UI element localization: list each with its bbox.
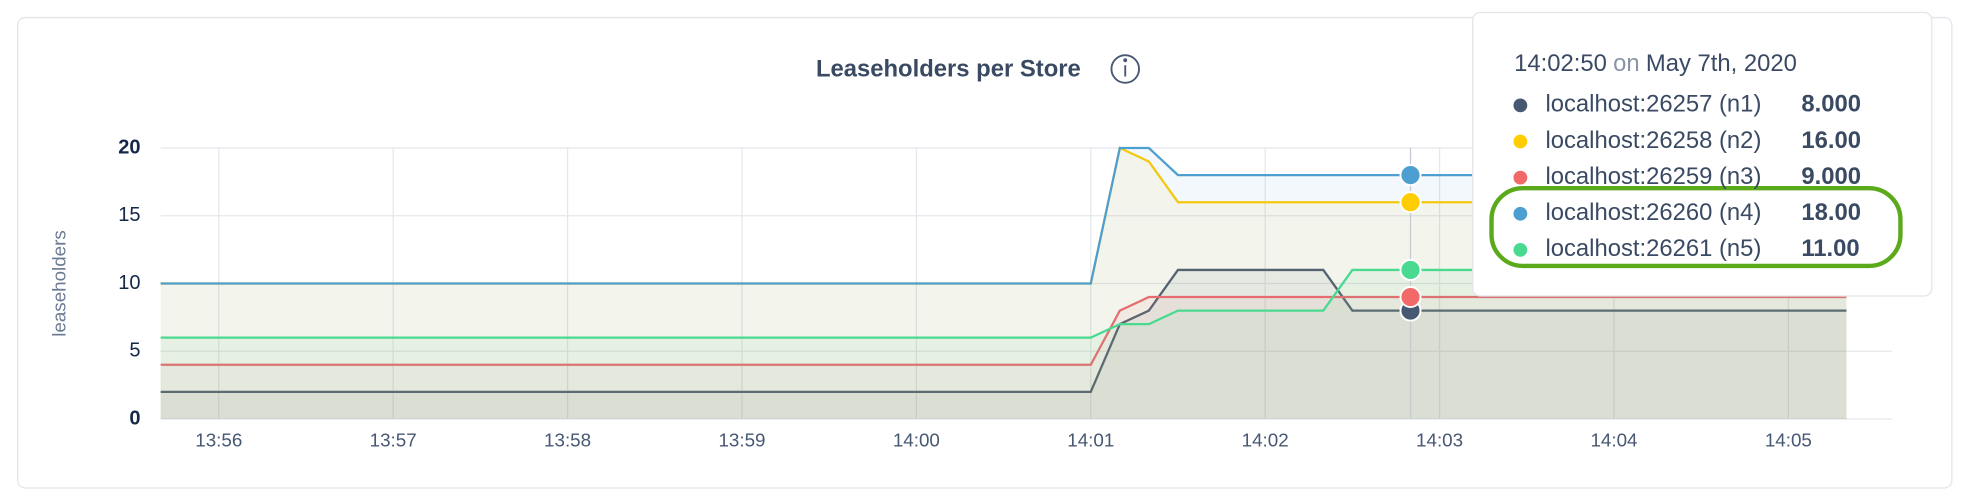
x-tick-label: 14:00 xyxy=(893,430,940,451)
tooltip-header: 14:02:50 on May 7th, 2020 xyxy=(1514,51,1797,78)
legend-swatch xyxy=(1513,206,1528,221)
series-area xyxy=(160,297,1847,419)
legend-swatch xyxy=(1513,98,1528,113)
series-line xyxy=(160,146,1847,285)
legend-swatch xyxy=(1513,134,1528,149)
hover-dot xyxy=(1399,164,1422,187)
x-tick-label: 13:58 xyxy=(544,430,591,451)
x-tick-label: 14:01 xyxy=(1067,430,1114,451)
x-tick-label: 14:02 xyxy=(1242,430,1289,451)
tooltip-on: on xyxy=(1613,51,1640,78)
tooltip-time: 14:02:50 xyxy=(1514,51,1607,78)
y-axis-label: leaseholders xyxy=(48,230,69,337)
series-line xyxy=(160,268,1847,339)
tooltip-value: 11.00 xyxy=(1801,235,1859,262)
x-tick-label: 14:05 xyxy=(1765,430,1812,451)
y-tick-label: 5 xyxy=(129,340,140,362)
legend-label: localhost:26258 (n2) xyxy=(1545,127,1761,154)
highlight xyxy=(1489,185,1903,269)
legend-label: localhost:26260 (n4) xyxy=(1545,199,1761,226)
legend-label: localhost:26261 (n5) xyxy=(1545,235,1761,262)
x-tick-label: 14:03 xyxy=(1416,430,1463,451)
info-icon[interactable] xyxy=(1110,54,1140,84)
x-tick-label: 14:04 xyxy=(1590,430,1637,451)
hover-dot xyxy=(1399,191,1422,214)
legend-swatch xyxy=(1513,242,1528,257)
x-tick-label: 13:56 xyxy=(195,430,242,451)
tooltip-value: 8.000 xyxy=(1801,91,1861,118)
series-line xyxy=(160,295,1847,366)
legend-label: localhost:26257 (n1) xyxy=(1545,91,1761,118)
hover-dot xyxy=(1399,286,1422,309)
tooltip-value: 9.000 xyxy=(1801,163,1861,190)
y-tick-label: 20 xyxy=(118,136,140,158)
legend-swatch xyxy=(1513,170,1528,185)
series-area xyxy=(160,269,1847,419)
chart-title: Leaseholders per Store xyxy=(816,56,1081,83)
y-tick-label: 0 xyxy=(129,407,140,429)
series-line xyxy=(160,268,1847,393)
series-area xyxy=(160,269,1847,419)
y-tick-label: 15 xyxy=(118,204,140,226)
tooltip-date: May 7th, 2020 xyxy=(1646,51,1797,78)
legend-label: localhost:26259 (n3) xyxy=(1545,163,1761,190)
hover-dot xyxy=(1399,258,1422,281)
tooltip-value: 18.00 xyxy=(1801,199,1861,226)
x-tick-label: 13:59 xyxy=(718,430,765,451)
tooltip-value: 16.00 xyxy=(1801,127,1861,154)
card xyxy=(17,16,1953,489)
tooltip: 14:02:50 on May 7th, 2020 localhost:26257 (… xyxy=(1472,11,1933,297)
tooltip-box xyxy=(1472,11,1933,297)
y-tick-label: 10 xyxy=(118,272,140,294)
x-tick-label: 13:57 xyxy=(370,430,417,451)
